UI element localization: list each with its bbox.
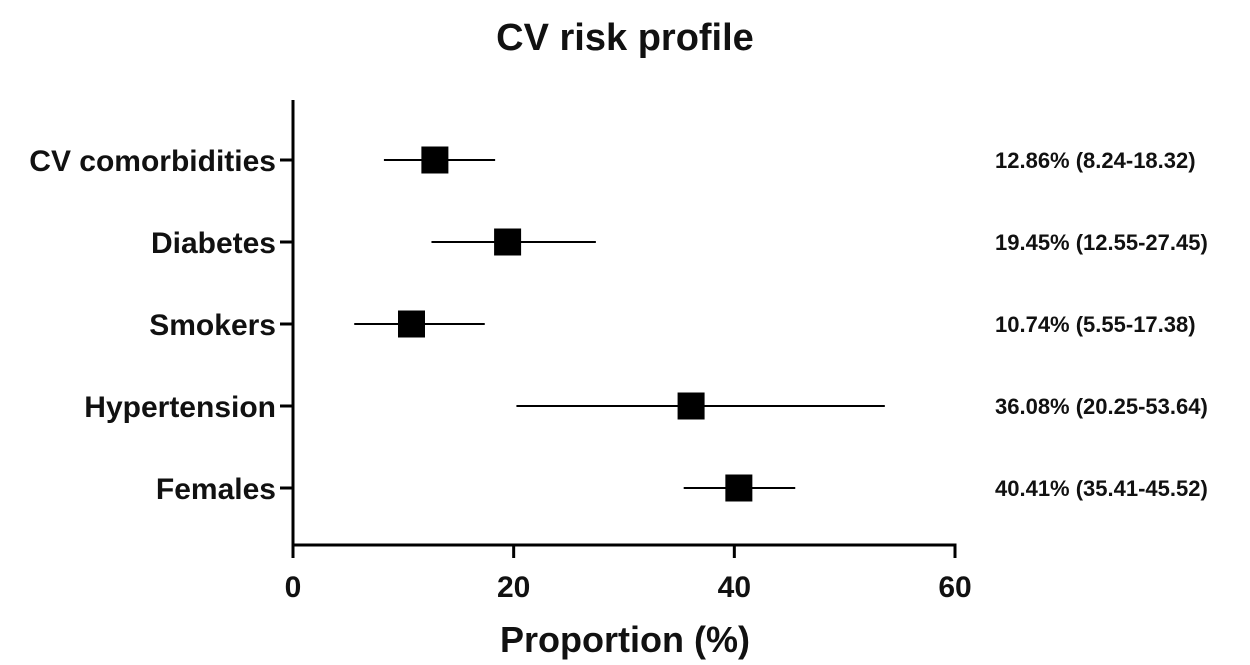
estimate-annotation: 12.86% (8.24-18.32)	[995, 148, 1196, 173]
x-tick-label: 60	[938, 571, 971, 604]
point-estimate-marker	[397, 310, 425, 338]
category-label: Diabetes	[151, 227, 276, 260]
x-tick-label: 40	[718, 571, 751, 604]
category-label: CV comorbidities	[29, 145, 276, 178]
plot-area: 0 20 40 60 CV comorbidities 12.86% (8.24-18.3…	[29, 100, 1208, 604]
point-estimate-marker	[421, 146, 449, 174]
chart-title: CV risk profile	[496, 17, 754, 59]
category-label: Hypertension	[84, 391, 276, 424]
estimate-annotation: 19.45% (12.55-27.45)	[995, 230, 1208, 255]
point-estimate-marker	[677, 392, 705, 420]
estimate-annotation: 10.74% (5.55-17.38)	[995, 312, 1196, 337]
x-axis-label: Proportion (%)	[500, 619, 750, 660]
estimate-annotation: 36.08% (20.25-53.64)	[995, 394, 1208, 419]
category-label: Females	[156, 473, 276, 506]
x-tick-label: 0	[285, 571, 302, 604]
x-tick-label: 20	[497, 571, 530, 604]
estimate-annotation: 40.41% (35.41-45.52)	[995, 476, 1208, 501]
point-estimate-marker	[494, 228, 522, 256]
point-estimate-marker	[725, 474, 753, 502]
category-label: Smokers	[149, 309, 276, 342]
